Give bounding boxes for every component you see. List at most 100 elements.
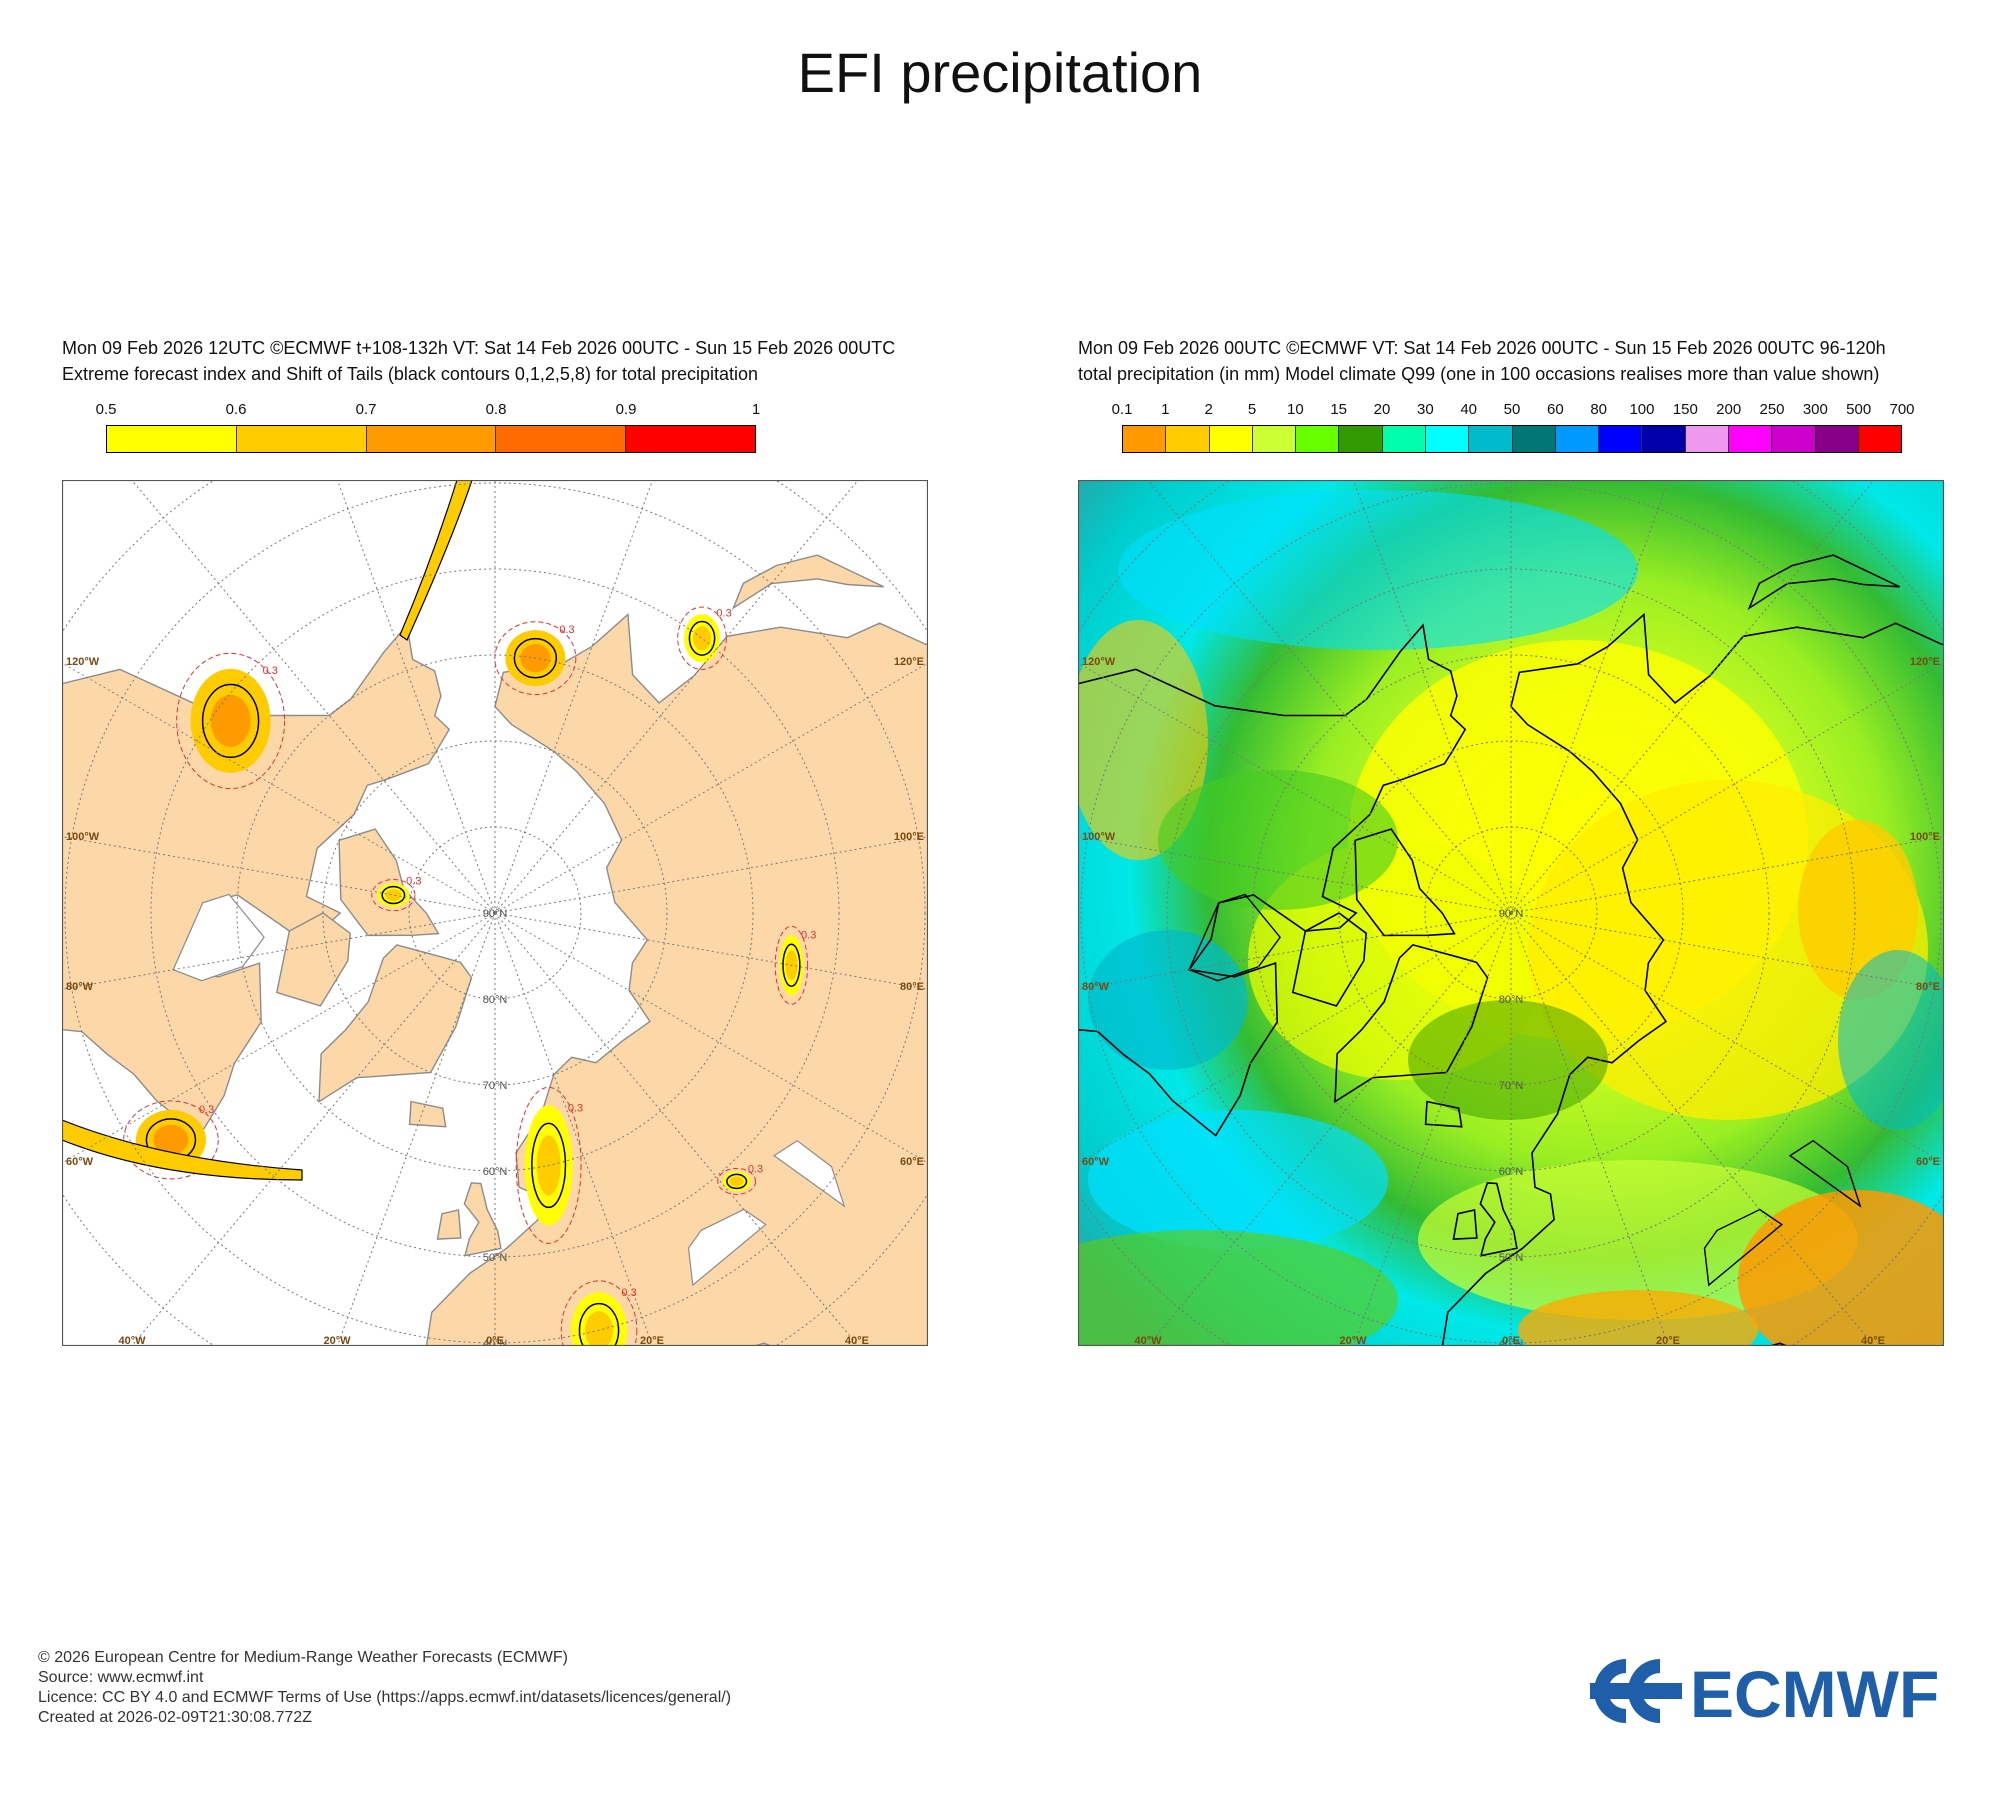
longitude-label-right: 120°E [894, 656, 924, 668]
land-ireland [436, 1209, 462, 1240]
precip-colorbar-tick-label: 5 [1247, 401, 1257, 418]
efi-colorbar-tick-label: 0.5 [95, 401, 117, 418]
precip-colorbar-swatch [1209, 426, 1253, 452]
longitude-label-left: 60°W [1082, 1156, 1110, 1168]
longitude-label-left: 120°W [66, 656, 100, 668]
meridian-line [1510, 912, 1944, 990]
latitude-label: 60°N [483, 1166, 508, 1178]
coastline-black [1703, 1208, 1783, 1287]
sot-contour [726, 1173, 748, 1190]
precip-colorbar-tick-label: 2 [1204, 401, 1213, 418]
meridian-line [1510, 480, 1670, 914]
efi-contour-label: 0.3 [621, 1287, 636, 1299]
latitude-label: 60°N [1499, 1166, 1524, 1178]
efi-region-band [62, 1119, 303, 1181]
precip-colorbar-boxes [1122, 425, 1902, 453]
longitude-label-bottom: 0°E [1502, 1335, 1520, 1346]
latitude-circle [408, 826, 582, 1000]
footer-created: Created at 2026-02-09T21:30:08.772Z [38, 1709, 312, 1726]
efi-colorbar-swatch [366, 426, 497, 452]
coastline-iceland [1424, 1100, 1463, 1128]
latitude-circle [1424, 826, 1598, 1000]
precip-colorbar-tick-label: 200 [1716, 401, 1742, 418]
precip-colorbar-swatch [1772, 426, 1816, 452]
precip-colorbar-tick-label: 100 [1629, 401, 1655, 418]
map-frame [1078, 480, 1944, 1346]
meridian-line [1078, 836, 1512, 914]
latitude-label: 80°N [483, 994, 508, 1006]
precip-colorbar-swatch [1685, 426, 1729, 452]
efi-contour-label: 0.3 [716, 608, 731, 620]
efi-contour-label: 0.3 [559, 624, 574, 636]
sot-contour [782, 943, 801, 988]
precip-colorbar-swatch [1469, 426, 1513, 452]
precip-map: 30°N40°N50°N60°N70°N80°N90°N140°W160°W18… [1078, 480, 1944, 1346]
longitude-label-bottom: 40°W [1134, 1335, 1162, 1346]
coastline-ireland [1452, 1209, 1478, 1240]
longitude-label-left: 100°W [66, 831, 100, 843]
coastline-baffin [1291, 912, 1368, 1007]
efi-region-core [693, 626, 712, 651]
efi-colorbar-swatch [236, 426, 367, 452]
sot-contour [513, 637, 558, 679]
longitude-label-bottom: 40°E [845, 1335, 869, 1346]
meridian-line [494, 836, 928, 914]
efi-dashed-contour [774, 925, 809, 1005]
efi-region-core [729, 1176, 744, 1187]
efi-colorbar-swatch [626, 426, 755, 452]
longitude-label-bottom: 40°E [1861, 1335, 1885, 1346]
efi-colorbar-boxes [106, 425, 756, 453]
footer-licence: Licence: CC BY 4.0 and ECMWF Terms of Us… [38, 1689, 732, 1706]
meridian-line [494, 912, 928, 990]
efi-contour-label: 0.3 [801, 929, 816, 941]
efi-dashed-contour [560, 1280, 638, 1346]
precip-colorbar-tick-label: 300 [1802, 401, 1828, 418]
efi-colorbar-labels: 0.5 0.6 0.7 0.8 0.9 1 [96, 401, 761, 421]
precip-colorbar-tick-label: 10 [1286, 401, 1304, 418]
map-frame [62, 480, 928, 1346]
longitude-label-bottom: 0°E [486, 1335, 504, 1346]
precip-colorbar-tick-label: 1 [1161, 401, 1170, 418]
latitude-label: 50°N [1499, 1252, 1524, 1264]
precip-colorbar-swatch [1382, 426, 1426, 452]
longitude-label-bottom: 20°E [640, 1335, 664, 1346]
longitude-label-left: 80°W [66, 981, 94, 993]
latitude-label: 40°N [483, 1338, 508, 1346]
footer: © 2026 European Centre for Medium-Range … [38, 1648, 731, 1728]
precip-patch [1838, 950, 1944, 1130]
precip-patch [1118, 490, 1638, 650]
precip-panel-title-line1: Mon 09 Feb 2026 00UTC ©ECMWF VT: Sat 14 … [1078, 338, 1886, 358]
efi-dashed-contour [123, 1100, 219, 1180]
efi-region-core [385, 889, 402, 902]
efi-colorbar-tick-label: 1 [751, 401, 761, 418]
latitude-label: 70°N [483, 1080, 508, 1092]
efi-panel-title-line1: Mon 09 Feb 2026 12UTC ©ECMWF t+108-132h … [62, 338, 896, 358]
efi-region-core [153, 1124, 189, 1155]
meridian-line [1078, 912, 1512, 990]
longitude-label-right: 120°E [1910, 656, 1940, 668]
precip-patch [1078, 620, 1208, 860]
efi-dashed-contour [371, 878, 416, 912]
precip-colorbar-swatch [1296, 426, 1340, 452]
longitude-label-right: 60°E [1916, 1156, 1940, 1168]
sot-contour [531, 1122, 567, 1209]
efi-colorbar-swatch [107, 426, 237, 452]
latitude-circle [236, 654, 754, 1172]
meridian-line [1510, 912, 1944, 1164]
longitude-label-right: 100°E [1910, 831, 1940, 843]
map-content: 30°N40°N50°N60°N70°N80°N90°N [1078, 480, 1944, 1346]
sea-caspian [773, 1139, 846, 1208]
efi-dashed-contour [677, 606, 727, 670]
precip-colorbar-tick-label: 40 [1460, 401, 1477, 418]
meridian-line [1510, 912, 1875, 1346]
precip-colorbar-swatch [1858, 426, 1902, 452]
precip-patch [1088, 1110, 1388, 1250]
coastline-northAmerica [1078, 623, 1467, 1137]
precip-colorbar-swatch [1599, 426, 1643, 452]
coastline-japan [1747, 554, 1901, 611]
precip-panel: Mon 09 Feb 2026 00UTC ©ECMWF VT: Sat 14 … [1078, 335, 2000, 1355]
efi-colorbar-tick-label: 0.6 [225, 401, 247, 418]
coastline-hudson [1188, 893, 1281, 982]
latitude-circle [1252, 654, 1770, 1172]
efi-panel-title-line2: Extreme forecast index and Shift of Tail… [62, 364, 759, 384]
